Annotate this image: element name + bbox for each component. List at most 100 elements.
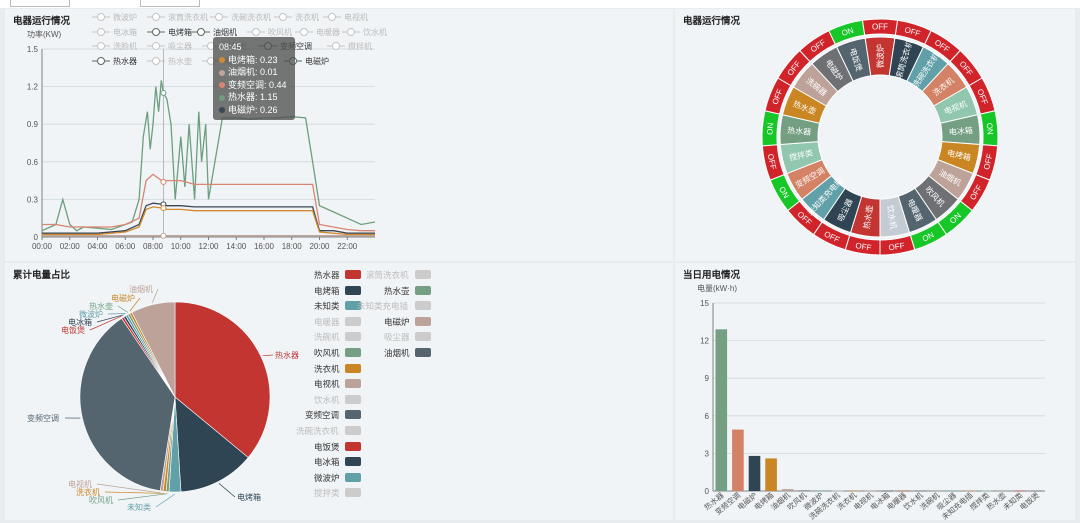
legend-item-吸尘器[interactable]: 吸尘器 bbox=[147, 41, 192, 51]
pie-legend-item-未知类充电插[interactable]: 未知类充电插 bbox=[357, 300, 431, 312]
pie-legend-item-热水壶[interactable]: 热水壶 bbox=[384, 285, 431, 297]
bar-饮水机 bbox=[914, 490, 927, 492]
bar-搅拌类 bbox=[981, 490, 993, 492]
pie-legend-label: 洗衣机 bbox=[314, 363, 340, 374]
tooltip-text: 变频空调: 0.44 bbox=[228, 79, 287, 90]
legend-item-热水壶[interactable]: 热水壶 bbox=[147, 56, 192, 66]
pie-legend-item-微波炉[interactable]: 微波炉 bbox=[314, 472, 361, 484]
device-label: 热水器 bbox=[787, 125, 812, 137]
chart-tooltip: 08:45 电烤箱: 0.23 油烟机: 0.01 变频空调: 0.44 热水器: 1… bbox=[213, 37, 295, 120]
legend-marker bbox=[215, 13, 223, 21]
tooltip-dot bbox=[219, 57, 225, 64]
start-date-field[interactable] bbox=[10, 0, 70, 7]
panel-title: 电器运行情况 bbox=[683, 16, 741, 27]
legend-item-微波炉[interactable]: 微波炉 bbox=[92, 12, 137, 22]
panel-title: 累计电量占比 bbox=[13, 270, 71, 281]
legend-item-滚筒洗衣机[interactable]: 滚筒洗衣机 bbox=[147, 12, 208, 22]
x-tick-label: 18:00 bbox=[282, 242, 303, 251]
y-tick-label: 3 bbox=[705, 449, 710, 458]
legend-item-洗衣机[interactable]: 洗衣机 bbox=[274, 12, 319, 22]
legend-item-洗脸机[interactable]: 洗脸机 bbox=[92, 41, 137, 51]
pie-legend-item-洗碗洗衣机[interactable]: 洗碗洗衣机 bbox=[296, 425, 361, 437]
legend-item-吹风机[interactable]: 吹风机 bbox=[247, 27, 292, 37]
pie-legend-label: 电饭煲 bbox=[314, 441, 340, 452]
pie-legend-item-电视机[interactable]: 电视机 bbox=[314, 378, 361, 390]
pie-legend-item-变频空调[interactable]: 变频空调 bbox=[305, 409, 361, 421]
x-tick-label: 20:00 bbox=[309, 242, 330, 251]
x-tick-label: 14:00 bbox=[226, 242, 247, 251]
legend-label: 电冰箱 bbox=[113, 27, 137, 37]
bar-洗碗洗衣机 bbox=[831, 490, 844, 492]
pie-label: 洗衣机 bbox=[76, 487, 100, 497]
pie-label: 热水壶 bbox=[89, 301, 113, 311]
pie-legend-swatch bbox=[415, 348, 431, 357]
pie-legend-item-饮水机[interactable]: 饮水机 bbox=[314, 394, 361, 406]
pie-legend-item-电暖器[interactable]: 电暖器 bbox=[314, 316, 361, 328]
pie-leader-line bbox=[152, 288, 159, 303]
bar-吸尘器 bbox=[947, 490, 960, 492]
pie-legend-item-搅拌类[interactable]: 搅拌类 bbox=[314, 487, 361, 499]
pie-leader-line bbox=[96, 483, 162, 494]
series-point bbox=[160, 205, 167, 212]
pie-legend-swatch bbox=[415, 270, 431, 279]
status-segment bbox=[828, 19, 866, 45]
device-label: 热水壶 bbox=[861, 204, 874, 229]
series-point bbox=[160, 89, 167, 96]
legend-item-洗碗洗衣机[interactable]: 洗碗洗衣机 bbox=[210, 12, 271, 22]
separator bbox=[78, 0, 98, 6]
pie-legend-item-电饭煲[interactable]: 电饭煲 bbox=[314, 441, 361, 453]
pie-legend-label: 未知类充电插 bbox=[357, 301, 409, 312]
series-line-变频空调 bbox=[42, 173, 375, 232]
device-label: 电冰箱 bbox=[948, 125, 973, 137]
pie-legend-item-滚筒洗衣机[interactable]: 滚筒洗衣机 bbox=[366, 269, 431, 281]
status-label: OFF bbox=[982, 153, 994, 171]
legend-item-电烤箱[interactable]: 电烤箱 bbox=[147, 27, 192, 37]
tooltip-dot bbox=[219, 94, 225, 101]
x-tick-label: 00:00 bbox=[32, 242, 53, 251]
pie-legend-swatch bbox=[345, 426, 361, 435]
x-tick-label: 02:00 bbox=[60, 242, 81, 251]
pie-legend-item-热水器[interactable]: 热水器 bbox=[314, 269, 361, 281]
legend-item-热水器[interactable]: 热水器 bbox=[92, 56, 137, 66]
legend-marker bbox=[328, 13, 336, 21]
end-date-field[interactable] bbox=[140, 0, 200, 7]
pie-legend-item-油烟机[interactable]: 油烟机 bbox=[384, 347, 431, 359]
pie-legend-item-电冰箱[interactable]: 电冰箱 bbox=[314, 456, 361, 468]
legend-label: 洗碗洗衣机 bbox=[231, 12, 271, 22]
series-line-电烤箱 bbox=[42, 206, 375, 236]
legend-item-搅拌机[interactable]: 搅拌机 bbox=[327, 41, 372, 51]
y-tick-label: 1.2 bbox=[27, 83, 39, 92]
bar-电暖器 bbox=[898, 490, 910, 492]
y-axis-label: 电量(kW·h) bbox=[697, 283, 737, 293]
legend-item-饮水机[interactable]: 饮水机 bbox=[342, 27, 387, 37]
tooltip-dot bbox=[219, 82, 225, 89]
x-tick-label: 06:00 bbox=[115, 242, 136, 251]
legend-item-电暖器[interactable]: 电暖器 bbox=[295, 27, 340, 37]
pie-slice-变频空调 bbox=[79, 318, 176, 492]
pie-legend-swatch bbox=[345, 332, 361, 342]
y-tick-label: 0 bbox=[34, 233, 39, 242]
pie-label: 油烟机 bbox=[129, 284, 153, 294]
pie-legend-swatch bbox=[345, 472, 361, 482]
legend-label: 热水壶 bbox=[168, 56, 192, 66]
pie-label: 电饭煲 bbox=[61, 325, 85, 335]
pie-legend-item-洗碗机[interactable]: 洗碗机 bbox=[314, 331, 361, 343]
bar-电视机 bbox=[864, 490, 877, 492]
pie-legend-item-未知类[interactable]: 未知类 bbox=[314, 300, 361, 312]
pie-label: 电烤箱 bbox=[237, 492, 261, 502]
legend-label: 电磁炉 bbox=[305, 56, 329, 66]
legend-item-电冰箱[interactable]: 电冰箱 bbox=[92, 27, 137, 37]
legend-item-油烟机[interactable]: 油烟机 bbox=[192, 27, 237, 37]
pie-legend-item-电磁炉[interactable]: 电磁炉 bbox=[384, 316, 431, 328]
series-point bbox=[160, 178, 167, 185]
tooltip-row: 电烤箱: 0.23 bbox=[219, 54, 289, 67]
pie-legend-item-吸尘器[interactable]: 吸尘器 bbox=[384, 331, 431, 343]
pie-legend-item-洗衣机[interactable]: 洗衣机 bbox=[314, 363, 361, 375]
x-tick-label: 04:00 bbox=[87, 242, 108, 251]
pie-legend-item-电烤箱[interactable]: 电烤箱 bbox=[314, 285, 361, 297]
legend-label: 吹风机 bbox=[268, 27, 292, 37]
pie-legend-label: 电冰箱 bbox=[314, 457, 340, 468]
legend-item-电视机[interactable]: 电视机 bbox=[323, 12, 368, 22]
pie-legend-item-吹风机[interactable]: 吹风机 bbox=[314, 347, 361, 359]
tooltip-row: 油烟机: 0.01 bbox=[219, 66, 289, 79]
